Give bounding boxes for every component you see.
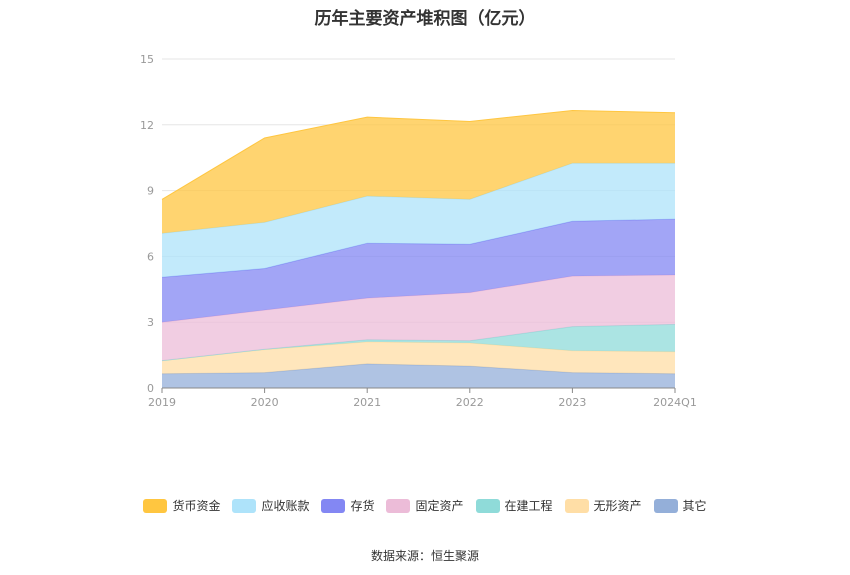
legend-item[interactable]: 固定资产: [386, 497, 464, 514]
area-series-2[interactable]: [162, 324, 675, 361]
x-tick-label: 2022: [456, 396, 484, 409]
x-tick-label: 2024Q1: [653, 396, 697, 409]
y-tick-label: 0: [147, 382, 154, 395]
legend-swatch: [475, 498, 500, 513]
y-tick-label: 6: [147, 250, 154, 263]
legend-label: 应收账款: [261, 499, 310, 513]
area-series: [161, 109, 676, 388]
legend-label: 在建工程: [504, 499, 553, 513]
legend: 货币资金 应收账款 存货 固定资产 在建工程 无形资产 其它: [0, 497, 850, 514]
legend-item[interactable]: 应收账款: [232, 497, 309, 514]
chart-title: 历年主要资产堆积图（亿元）: [314, 9, 536, 29]
y-tick-label: 15: [140, 53, 154, 66]
area-series-0[interactable]: [162, 363, 675, 388]
legend-item[interactable]: 无形资产: [564, 497, 642, 514]
legend-swatch: [653, 498, 678, 513]
legend-item[interactable]: 存货: [321, 497, 374, 514]
x-tick-label: 2019: [148, 396, 176, 409]
legend-label: 无形资产: [593, 499, 642, 513]
legend-item[interactable]: 在建工程: [475, 497, 553, 514]
area-series-3[interactable]: [162, 275, 675, 361]
area-series-edge-6: [161, 109, 676, 200]
legend-item[interactable]: 其它: [653, 497, 707, 514]
legend-swatch: [321, 498, 346, 513]
x-tick-label: 2020: [251, 396, 279, 409]
axes: 0 3 6 9 12 15 2019 2020 2021 2022 2023 2024Q1: [140, 53, 697, 409]
legend-label: 存货: [350, 499, 375, 513]
legend-label: 其它: [682, 499, 707, 513]
source-note: 数据来源：恒生聚源: [370, 549, 479, 563]
legend-swatch: [386, 498, 411, 513]
area-series-4[interactable]: [162, 219, 675, 323]
y-tick-label: 12: [140, 119, 154, 132]
y-tick-label: 3: [147, 316, 154, 329]
legend-item[interactable]: 货币资金: [143, 497, 220, 514]
legend-swatch: [232, 498, 257, 513]
legend-label: 固定资产: [415, 499, 464, 513]
x-tick-label: 2021: [353, 396, 381, 409]
legend-swatch: [564, 498, 589, 513]
legend-swatch: [143, 498, 168, 513]
area-series-1[interactable]: [162, 341, 675, 374]
x-tick-label: 2023: [558, 396, 586, 409]
area-series-5[interactable]: [162, 163, 675, 278]
area-series-6[interactable]: [162, 110, 675, 234]
legend-label: 货币资金: [172, 499, 221, 513]
y-tick-label: 9: [147, 185, 154, 198]
